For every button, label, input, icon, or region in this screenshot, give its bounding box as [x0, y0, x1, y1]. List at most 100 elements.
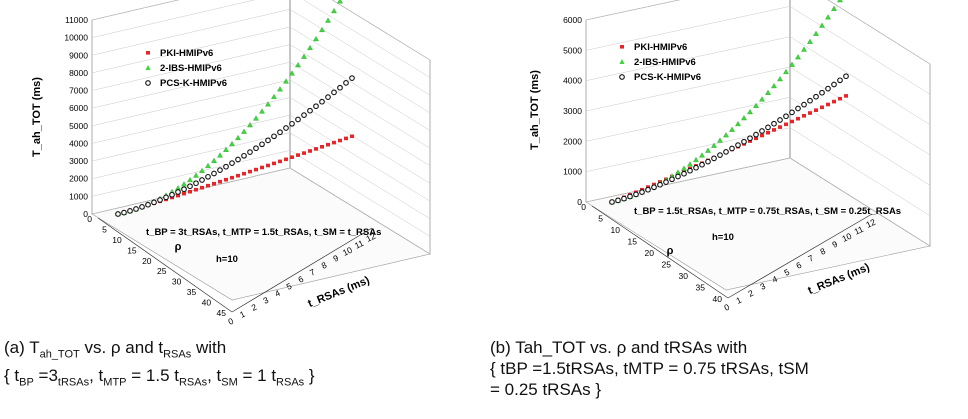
z-gridline — [91, 150, 431, 237]
data-point — [819, 89, 825, 96]
data-point — [211, 157, 217, 163]
legend-marker — [145, 65, 151, 70]
legend-label: 2-IBS-HMIPv6 — [160, 63, 222, 74]
data-point — [711, 142, 717, 148]
data-point — [699, 152, 705, 158]
data-point — [277, 129, 283, 136]
data-point — [272, 161, 276, 166]
data-point — [217, 152, 223, 158]
data-point — [753, 102, 759, 108]
data-point — [325, 17, 331, 23]
data-point — [831, 5, 837, 11]
data-point — [802, 114, 806, 118]
data-point — [121, 209, 127, 216]
rho-tick-label: 35 — [187, 287, 197, 297]
data-point — [217, 167, 223, 173]
legend-label: PCS-K-HMIPv6 — [160, 78, 227, 89]
data-point — [326, 142, 330, 147]
rho-tick-label: 40 — [713, 294, 723, 304]
z-gridline — [91, 114, 431, 202]
data-point — [813, 93, 819, 100]
data-point — [289, 70, 295, 76]
data-point — [235, 134, 241, 141]
data-point — [331, 89, 337, 96]
data-point — [693, 156, 699, 163]
data-point — [230, 175, 234, 180]
data-point — [151, 199, 157, 206]
data-point — [331, 7, 337, 14]
data-point — [199, 177, 205, 183]
rho-tick-label: 30 — [172, 277, 182, 287]
z-tick-label: 2000 — [563, 136, 582, 146]
data-point — [759, 128, 765, 134]
t-tick-label: 3 — [758, 281, 767, 292]
data-point — [717, 137, 723, 143]
data-point — [254, 167, 258, 172]
z-gridline — [585, 0, 931, 65]
data-point — [795, 105, 801, 112]
data-point — [283, 125, 289, 131]
rho-tick-label: 0 — [581, 202, 586, 212]
t-tick-label: 12 — [864, 217, 877, 230]
panel-b: 0 1000 2000 3000 4000 5000 6000 0 5 10 15 20 25 30 35 4… — [484, 0, 968, 419]
data-point — [777, 117, 783, 123]
data-point — [729, 145, 735, 152]
data-point — [307, 44, 313, 51]
data-point — [295, 116, 301, 123]
chart-a: 0100020003000400050006000700080009000100… — [31, 0, 431, 327]
data-point — [777, 76, 783, 82]
data-point — [343, 80, 349, 86]
data-point — [283, 78, 289, 84]
data-point — [253, 115, 259, 121]
z-gridline — [585, 66, 931, 156]
rho-tick-label: 5 — [598, 214, 603, 224]
data-point — [801, 46, 807, 52]
data-point — [783, 68, 789, 75]
data-point — [748, 139, 752, 143]
rho-axis-line — [97, 217, 233, 313]
t-tick-label: 2 — [250, 302, 259, 313]
data-point — [139, 204, 145, 210]
z-tick-label: 11000 — [65, 15, 88, 25]
data-point — [687, 161, 693, 167]
caption-b-line1: (b) Tah_TOT vs. ρ and tRSAs with — [490, 338, 748, 357]
data-point — [735, 142, 741, 148]
data-point — [193, 172, 199, 178]
caption-b-line3: = 0.25 tRSAs } — [490, 380, 602, 399]
data-point — [837, 0, 843, 3]
data-point — [320, 145, 324, 149]
t-tick-label: 7 — [806, 253, 815, 264]
rho-tick-label: 25 — [662, 260, 672, 270]
data-point — [687, 167, 693, 174]
data-point — [759, 96, 765, 102]
data-point — [308, 149, 312, 153]
data-point — [241, 128, 247, 134]
z-gridline — [91, 61, 431, 149]
t-tick-label: 5 — [285, 281, 294, 292]
data-point — [825, 85, 831, 92]
z-tick-label: 10000 — [64, 33, 88, 43]
data-point — [133, 206, 139, 212]
data-point — [789, 109, 795, 116]
data-point — [705, 147, 711, 153]
data-point — [242, 171, 246, 176]
data-point — [302, 151, 306, 155]
rho-axis-label: ρ — [667, 245, 674, 257]
data-point — [337, 0, 343, 4]
t-tick-label: 9 — [830, 239, 839, 250]
z-tick-label: 0 — [577, 197, 582, 207]
t-tick-label: 5 — [782, 267, 791, 278]
t-tick-label: 6 — [794, 260, 803, 271]
rho-tick-label: 0 — [87, 214, 92, 224]
z-axis-label: T_ah_TOT (ms) — [31, 77, 43, 157]
z-tick-label: 5000 — [563, 45, 582, 55]
data-point — [307, 107, 313, 114]
data-point — [766, 130, 770, 135]
z-gridline — [585, 97, 931, 186]
data-point — [795, 54, 801, 60]
z-tick-label: 4000 — [69, 138, 88, 148]
t-tick-label: 10 — [840, 231, 853, 244]
data-point — [157, 197, 163, 203]
data-point — [651, 184, 657, 191]
data-point — [247, 122, 253, 128]
